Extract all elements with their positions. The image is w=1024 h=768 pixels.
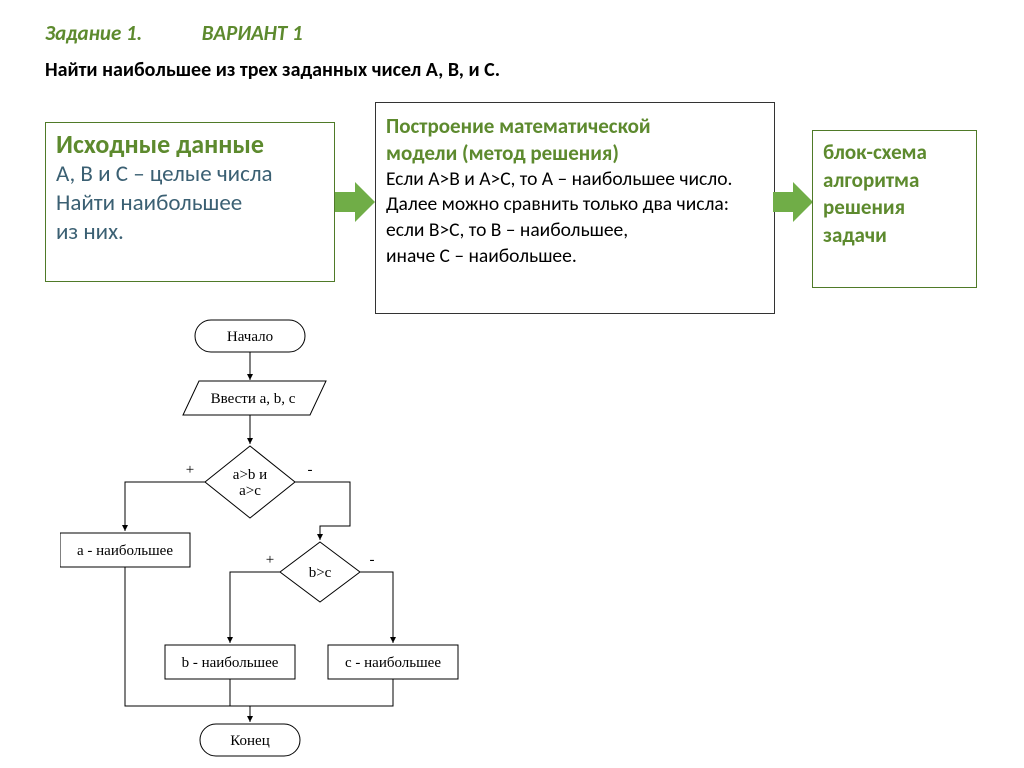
result-line3: решения	[823, 194, 966, 222]
model-box: Построение математической модели (метод …	[375, 102, 775, 314]
arrow-2	[773, 180, 815, 224]
flowchart: Начало Ввести a, b, c a>b и a>c + - a - …	[60, 316, 480, 762]
fc-d2-minus: -	[370, 552, 375, 568]
arrow-1	[335, 180, 377, 224]
fc-d2-label: b>c	[309, 565, 332, 581]
result-line2: алгоритма	[823, 167, 966, 195]
result-line4: задачи	[823, 222, 966, 250]
task-number: Задание 1.	[45, 20, 142, 46]
source-data-line1: A, B и C – целые числа	[56, 160, 324, 189]
model-line3: если B>C, то B – наибольшее,	[386, 218, 764, 244]
fc-out-a-label: a - наибольшее	[77, 543, 173, 559]
model-line4: иначе C – наибольшее.	[386, 244, 764, 270]
fc-out-b-label: b - наибольшее	[182, 655, 279, 671]
fc-d2-plus: +	[266, 552, 274, 568]
model-line2: Далее можно сравнить только два числа:	[386, 192, 764, 218]
result-line1: блок-схема	[823, 139, 966, 167]
fc-start-label: Начало	[227, 329, 273, 345]
model-line1: Если A>B и A>C, то A – наибольшее число.	[386, 167, 764, 193]
fc-d1-label1: a>b и	[233, 467, 267, 483]
source-data-line2: Найти наибольшее	[56, 189, 324, 218]
fc-input-label: Ввести a, b, c	[211, 391, 296, 407]
arrow-right-icon	[335, 182, 375, 222]
fc-d1-label2: a>c	[239, 483, 261, 499]
model-header-1: Построение математической	[386, 113, 764, 140]
task-text: Найти наибольшее из трех заданных чисел …	[45, 58, 500, 82]
source-data-box: Исходные данные A, B и C – целые числа Н…	[45, 122, 335, 282]
arrow-right-icon	[773, 182, 813, 222]
source-data-line3: из них.	[56, 218, 324, 247]
model-header-2: модели (метод решения)	[386, 140, 764, 167]
fc-out-c-label: c - наибольшее	[345, 655, 441, 671]
variant-label: ВАРИАНТ 1	[202, 20, 303, 46]
fc-d1-plus: +	[186, 462, 194, 478]
title-line: Задание 1. ВАРИАНТ 1	[45, 20, 303, 46]
page: Задание 1. ВАРИАНТ 1 Найти наибольшее из…	[0, 0, 1024, 768]
fc-d1-minus: -	[308, 462, 313, 478]
source-data-header: Исходные данные	[56, 129, 324, 160]
result-box: блок-схема алгоритма решения задачи	[812, 130, 977, 288]
fc-end-label: Конец	[230, 733, 269, 749]
